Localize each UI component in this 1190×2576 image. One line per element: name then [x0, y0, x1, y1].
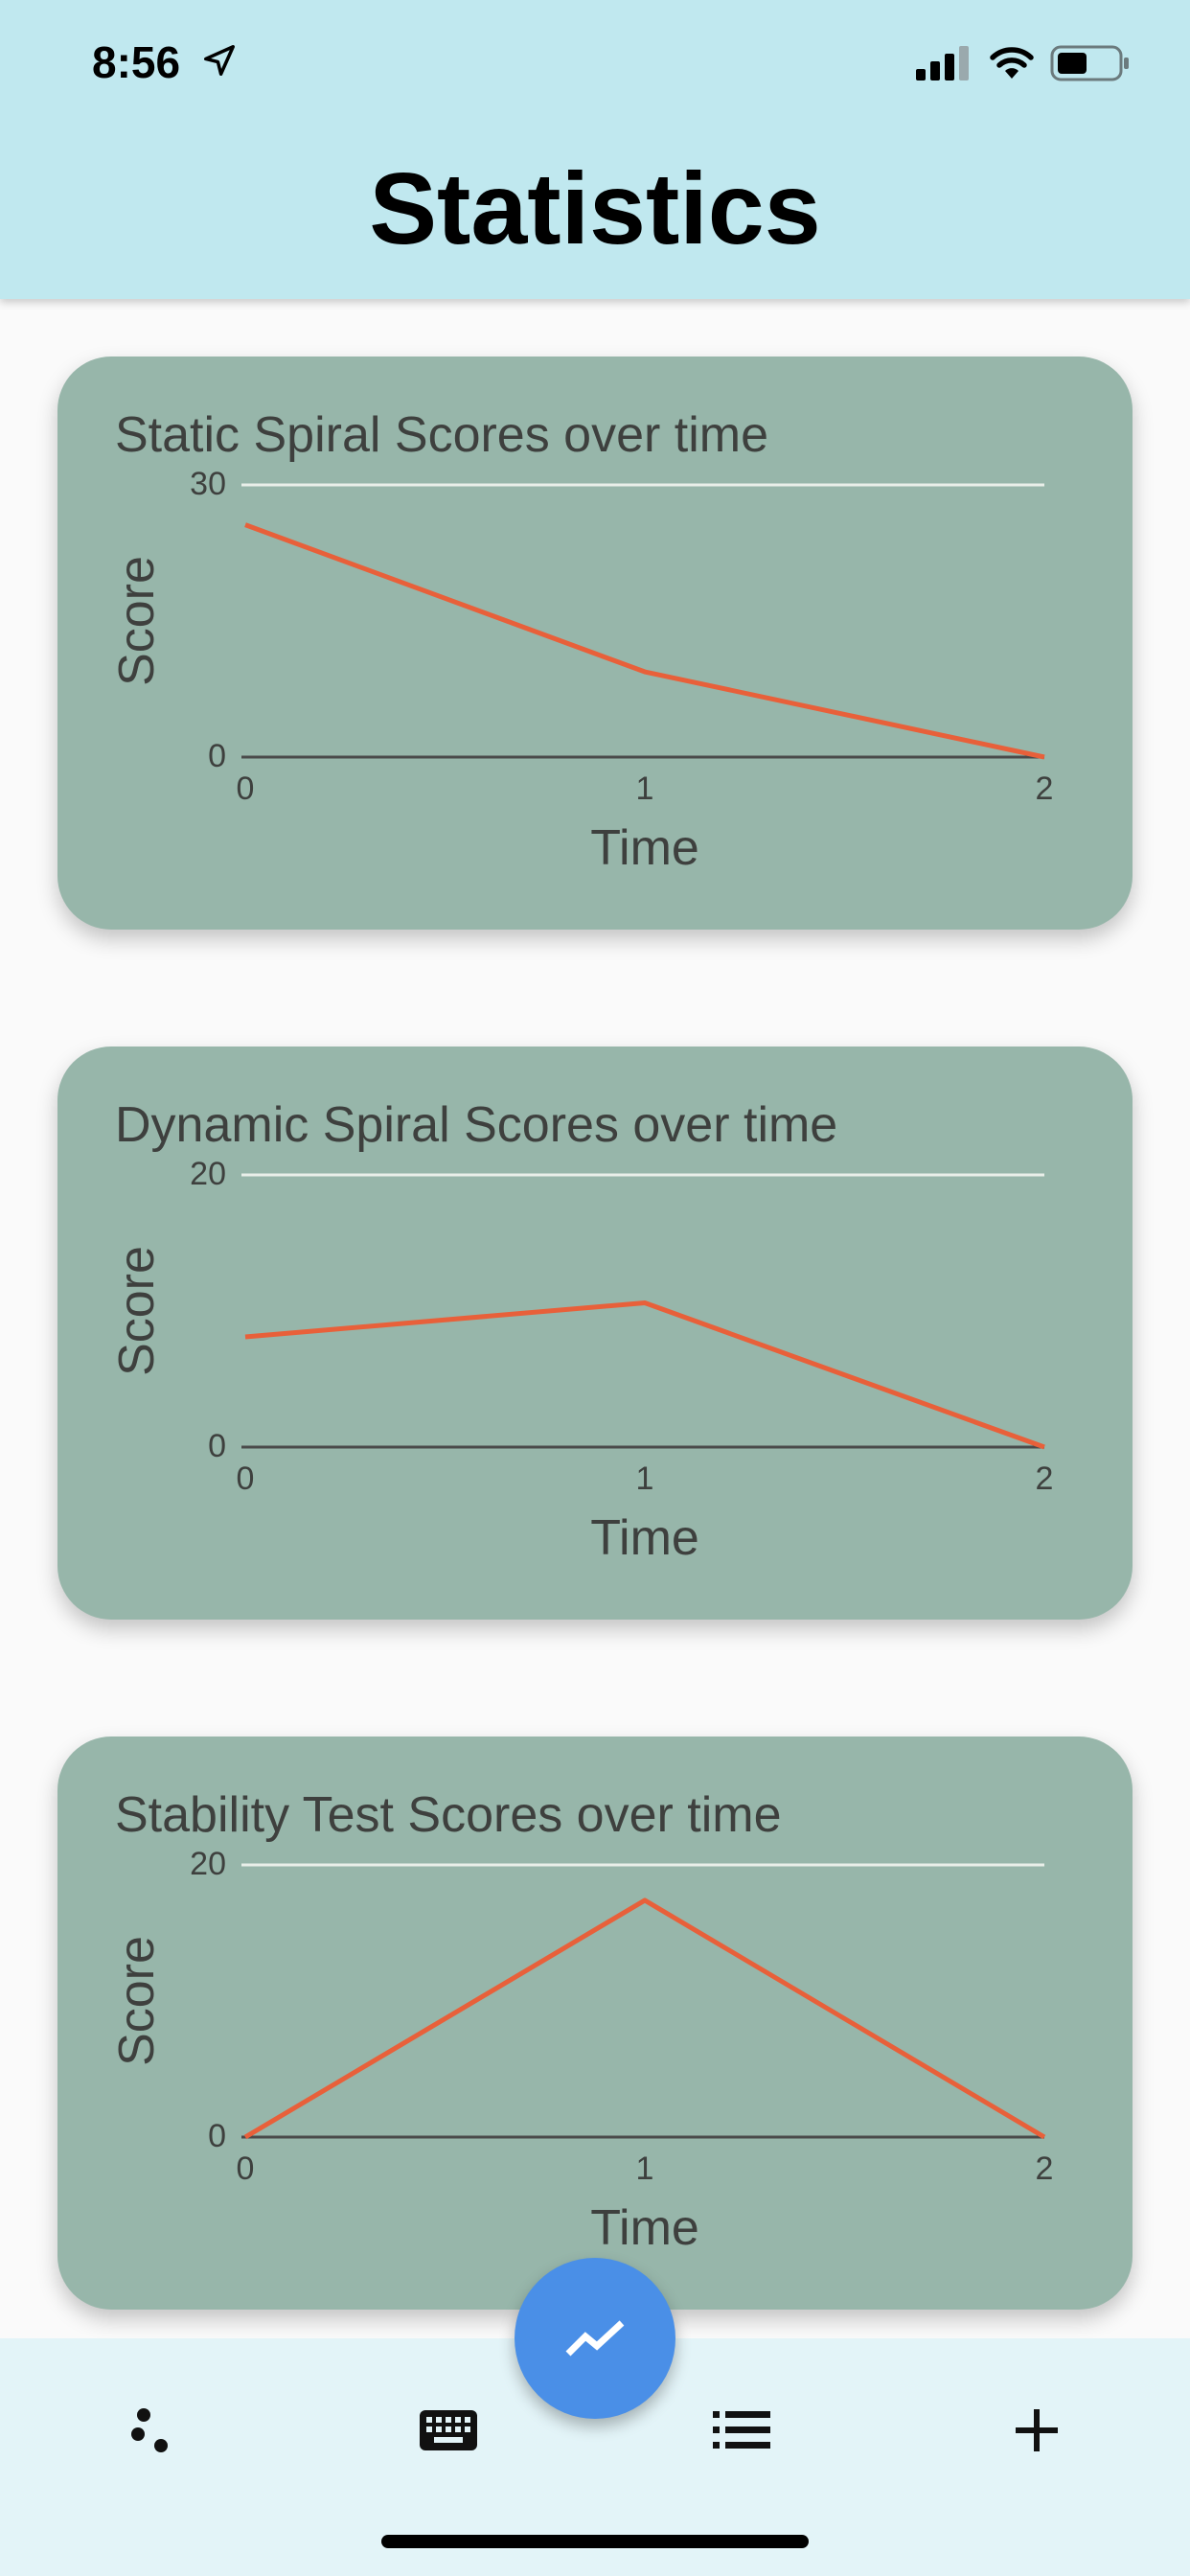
- y-axis-label: Score: [109, 556, 165, 686]
- statistics-fab-button[interactable]: [515, 2258, 675, 2419]
- stability-test-chart-card: Stability Test Scores over time 0 20 0 1 2 Ti…: [57, 1736, 1133, 2310]
- chart-title: Dynamic Spiral Scores over time: [115, 1097, 838, 1153]
- chart-title: Stability Test Scores over time: [115, 1787, 782, 1843]
- x-tick-label: 1: [636, 1460, 654, 1497]
- status-time: 8:56: [92, 37, 181, 87]
- nav-add-button[interactable]: [991, 2384, 1083, 2476]
- nav-scatter-button[interactable]: [105, 2384, 197, 2476]
- home-indicator: [381, 2535, 809, 2548]
- x-axis-label: Time: [590, 2200, 699, 2256]
- x-tick-label: 2: [1036, 2150, 1054, 2187]
- series-line: [244, 1300, 1045, 1450]
- x-axis-label: Time: [590, 820, 699, 876]
- x-tick-label: 0: [237, 1460, 255, 1497]
- stability-test-line-chart: 0 20 0 1 2 Time Score: [109, 1846, 1054, 2256]
- plus-icon: [1016, 2409, 1058, 2451]
- series-line: [244, 522, 1045, 760]
- nav-keyboard-button[interactable]: [402, 2384, 494, 2476]
- app-header: 8:56 Statistics: [0, 0, 1190, 299]
- x-tick-label: 1: [636, 770, 654, 807]
- chart-title: Static Spiral Scores over time: [115, 407, 769, 463]
- battery-icon: [1050, 45, 1129, 81]
- cellular-signal-icon: [916, 46, 969, 80]
- y-tick-label: 0: [208, 2118, 226, 2154]
- x-tick-label: 2: [1036, 1460, 1054, 1497]
- list-icon: [713, 2411, 770, 2449]
- dynamic-spiral-line-chart: 0 20 0 1 2 Time Score: [109, 1156, 1054, 1566]
- y-tick-label: 0: [208, 1428, 226, 1464]
- location-arrow-icon: [204, 45, 235, 76]
- x-axis-label: Time: [590, 1510, 699, 1566]
- page-title: Statistics: [369, 152, 821, 265]
- static-spiral-chart-card: Static Spiral Scores over time 0 30 0 1 2 Tim…: [57, 356, 1133, 930]
- y-tick-label: 20: [190, 1846, 226, 1882]
- x-tick-label: 2: [1036, 770, 1054, 807]
- keyboard-icon: [420, 2410, 477, 2450]
- y-axis-label: Score: [109, 1246, 165, 1376]
- static-spiral-line-chart: 0 30 0 1 2 Time Score: [109, 466, 1054, 876]
- y-tick-label: 20: [190, 1156, 226, 1192]
- dynamic-spiral-chart-card: Dynamic Spiral Scores over time 0 20 0 1 2 Ti…: [57, 1046, 1133, 1620]
- series-line: [243, 1898, 1046, 2140]
- wifi-icon: [990, 47, 1034, 79]
- x-tick-label: 0: [237, 770, 255, 807]
- x-tick-label: 0: [237, 2150, 255, 2187]
- trending-line-icon: [565, 2320, 625, 2357]
- scatter-dots-icon: [131, 2408, 168, 2452]
- x-tick-label: 1: [636, 2150, 654, 2187]
- y-tick-label: 30: [190, 466, 226, 502]
- y-axis-label: Score: [109, 1936, 165, 2066]
- y-tick-label: 0: [208, 738, 226, 774]
- nav-list-button[interactable]: [696, 2384, 788, 2476]
